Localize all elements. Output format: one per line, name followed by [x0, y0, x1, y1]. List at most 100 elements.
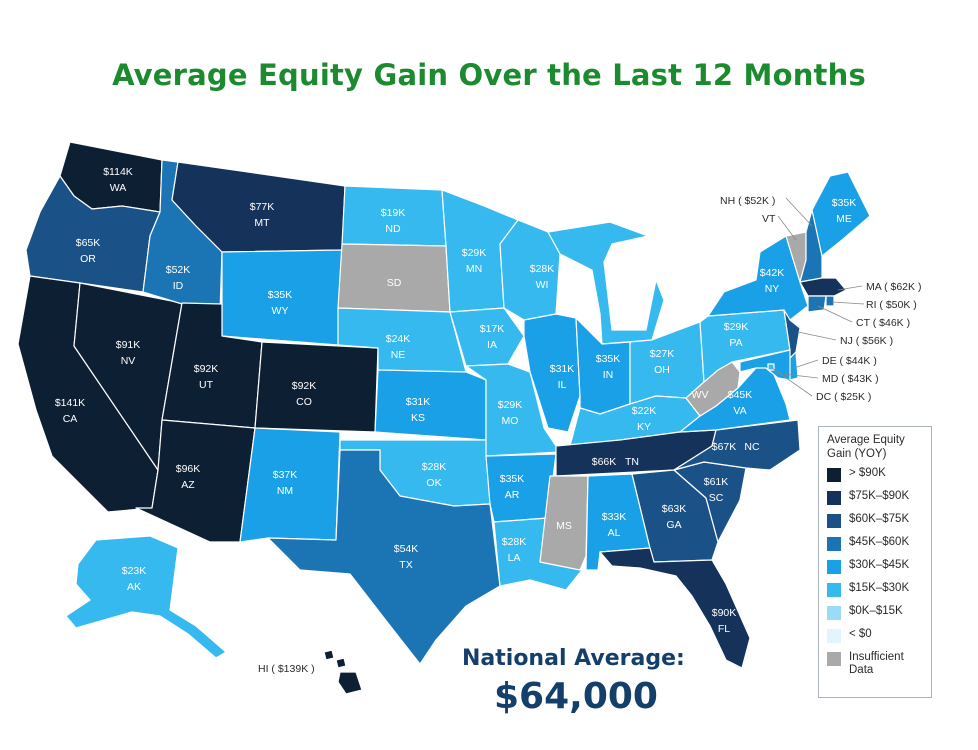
- legend-item: < $0: [827, 628, 923, 651]
- label-WY-abbr: WY: [272, 305, 289, 317]
- callout-MA: MA ( $62K ): [866, 281, 921, 293]
- state-HI-1: [323, 649, 335, 661]
- state-IA: [449, 307, 525, 367]
- label-AR-abbr: AR: [505, 489, 520, 501]
- label-AR-value: $35K: [500, 473, 525, 485]
- legend-label: $0K–$15K: [849, 605, 903, 617]
- label-OR-abbr: OR: [80, 253, 96, 265]
- state-HI-2: [335, 657, 347, 669]
- label-NM-value: $37K: [273, 469, 298, 481]
- legend-label: > $90K: [849, 467, 886, 479]
- label-VA-value: $45K: [728, 389, 753, 401]
- legend-item: Insufficient Data: [827, 651, 923, 681]
- callout-NH: NH ( $52K ): [720, 195, 775, 207]
- state-labels: $114K WA $65K OR $141K CA $91K NV $52K I…: [55, 166, 856, 635]
- label-OH-value: $27K: [650, 348, 675, 360]
- map-title: Average Equity Gain Over the Last 12 Mon…: [112, 58, 866, 92]
- label-MO-abbr: MO: [502, 415, 519, 427]
- label-PA-abbr: PA: [729, 337, 742, 349]
- label-FL-value: $90K: [712, 607, 737, 619]
- legend-item: > $90K: [827, 467, 923, 490]
- label-UT-abbr: UT: [199, 379, 214, 391]
- label-WI-abbr: WI: [536, 279, 549, 291]
- label-NC-value: $67K: [712, 441, 737, 453]
- state-FL: [599, 547, 751, 669]
- state-CO: [254, 341, 379, 433]
- label-NY-abbr: NY: [765, 283, 780, 295]
- state-AK: [65, 535, 227, 659]
- label-MS-abbr: MS: [556, 520, 572, 532]
- label-ND-value: $19K: [381, 207, 406, 219]
- label-GA-abbr: GA: [666, 519, 681, 531]
- legend-swatch: [827, 652, 841, 666]
- label-ME-value: $35K: [832, 197, 857, 209]
- label-OK-abbr: OK: [426, 477, 441, 489]
- callout-VT: VT: [762, 213, 776, 225]
- label-KY-value: $22K: [632, 405, 657, 417]
- state-TX: [267, 449, 501, 665]
- label-WV-abbr: WV: [692, 389, 709, 401]
- label-KS-abbr: KS: [411, 412, 425, 424]
- state-KS: [374, 369, 487, 441]
- legend-label: $15K–$30K: [849, 582, 910, 594]
- legend-swatch: [827, 537, 841, 551]
- label-CO-abbr: CO: [296, 396, 312, 408]
- label-IA-abbr: IA: [487, 339, 497, 351]
- label-VA-abbr: VA: [733, 405, 746, 417]
- state-ME: [811, 171, 871, 257]
- label-MN-value: $29K: [462, 247, 487, 259]
- label-AK-abbr: AK: [127, 581, 141, 593]
- label-GA-value: $63K: [662, 503, 687, 515]
- legend-label: $75K–$90K: [849, 490, 910, 502]
- label-AZ-value: $96K: [176, 463, 201, 475]
- label-OH-abbr: OH: [654, 364, 670, 376]
- label-MI-abbr: MI: [624, 312, 636, 324]
- label-PA-value: $29K: [724, 321, 749, 333]
- label-TN-abbr: TN: [625, 456, 639, 468]
- label-TN-value: $66K: [592, 456, 617, 468]
- label-AK-value: $23K: [122, 565, 147, 577]
- label-WI-value: $28K: [530, 263, 555, 275]
- label-ND-abbr: ND: [385, 223, 401, 235]
- label-WY-value: $35K: [268, 289, 293, 301]
- label-AZ-abbr: AZ: [181, 479, 195, 491]
- label-IN-value: $35K: [596, 353, 621, 365]
- legend-label: < $0: [849, 628, 872, 640]
- label-NC-abbr: NC: [744, 441, 760, 453]
- label-WA-value: $114K: [103, 166, 133, 178]
- legend-swatch: [827, 583, 841, 597]
- state-WI: [499, 219, 561, 321]
- label-KS-value: $31K: [406, 396, 431, 408]
- label-IL-abbr: IL: [558, 379, 567, 391]
- legend-item: $15K–$30K: [827, 582, 923, 605]
- national-average-label: National Average:: [462, 646, 685, 671]
- label-AL-value: $33K: [602, 511, 627, 523]
- legend-label: $30K–$45K: [849, 559, 910, 571]
- legend-swatch: [827, 560, 841, 574]
- label-NV-value: $91K: [116, 339, 141, 351]
- legend: Average Equity Gain (YOY) > $90K $75K–$9…: [818, 426, 932, 698]
- legend-swatch: [827, 606, 841, 620]
- legend-item: $45K–$60K: [827, 536, 923, 559]
- label-NE-value: $24K: [386, 333, 411, 345]
- callout-NJ: NJ ( $56K ): [840, 335, 893, 347]
- legend-item: $75K–$90K: [827, 490, 923, 513]
- label-MT-abbr: MT: [254, 217, 270, 229]
- callout-labels: NH ( $52K ) VT MA ( $62K ) RI ( $50K ) C…: [258, 195, 921, 675]
- state-MA: [799, 277, 847, 297]
- state-MO: [465, 363, 561, 457]
- label-WA-abbr: WA: [110, 182, 127, 194]
- label-OR-value: $65K: [76, 237, 101, 249]
- label-IL-value: $31K: [550, 363, 575, 375]
- callout-DE: DE ( $44K ): [822, 355, 877, 367]
- label-ID-value: $52K: [166, 264, 191, 276]
- label-KY-abbr: KY: [637, 421, 651, 433]
- label-SC-abbr: SC: [709, 492, 724, 504]
- callout-leaders: [771, 197, 865, 397]
- label-SC-value: $61K: [704, 476, 729, 488]
- label-LA-value: $28K: [502, 536, 527, 548]
- callout-MD: MD ( $43K ): [822, 373, 879, 385]
- label-ID-abbr: ID: [173, 280, 184, 292]
- legend-item: $60K–$75K: [827, 513, 923, 536]
